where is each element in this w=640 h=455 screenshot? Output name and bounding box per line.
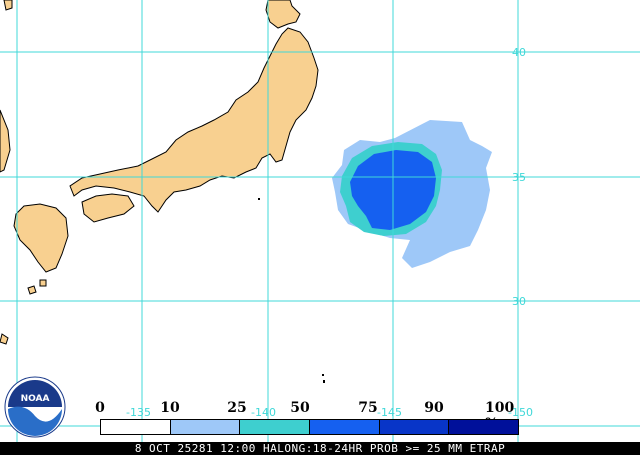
land-island [39, 279, 47, 287]
land-japan [0, 0, 319, 345]
noaa-logo-text: NOAA [21, 394, 50, 404]
land-korea-edge [0, 109, 11, 173]
map-caption: 8 OCT 25281 12:00 HALONG:18-24HR PROB >=… [0, 442, 640, 455]
legend-label-50: 50 [290, 400, 310, 416]
land-island [0, 333, 9, 345]
lat-label-30: 30 [512, 295, 526, 308]
noaa-logo: NOAA [4, 376, 66, 438]
legend-label-75: 75 [358, 400, 378, 416]
colorbar-segment [448, 420, 519, 434]
lon-label-150: -150 [508, 406, 533, 419]
colorbar-segment [309, 420, 379, 434]
island-dot [322, 374, 324, 376]
land-island [3, 0, 13, 11]
legend-label-25: 25 [227, 400, 247, 416]
island-dot [323, 380, 325, 383]
lon-label-140: -140 [251, 406, 276, 419]
legend-colorbar [100, 419, 519, 435]
land-hokkaido [265, 0, 301, 29]
land-honshu [69, 27, 319, 213]
land-shikoku [81, 193, 135, 223]
colorbar-segment [239, 420, 310, 434]
land-kyushu [13, 203, 69, 273]
legend-label-90: 90 [424, 400, 444, 416]
lon-label-145: -145 [377, 406, 402, 419]
small-islands [258, 198, 325, 383]
island-dot [258, 198, 260, 200]
colorbar-segment [378, 420, 449, 434]
land-island [27, 285, 37, 295]
colorbar-segment [169, 420, 240, 434]
lat-label-40: 40 [512, 46, 526, 59]
legend-label-10: 10 [160, 400, 180, 416]
lat-label-35: 35 [512, 171, 526, 184]
probability-map: 40 35 30 -135 -140 -145 -150 [0, 0, 640, 442]
legend-label-0: 0 [95, 400, 105, 416]
lon-label-135: -135 [126, 406, 151, 419]
legend-labels: 0 10 25 50 75 90 100 % [90, 400, 530, 432]
colorbar-segment [101, 420, 170, 434]
